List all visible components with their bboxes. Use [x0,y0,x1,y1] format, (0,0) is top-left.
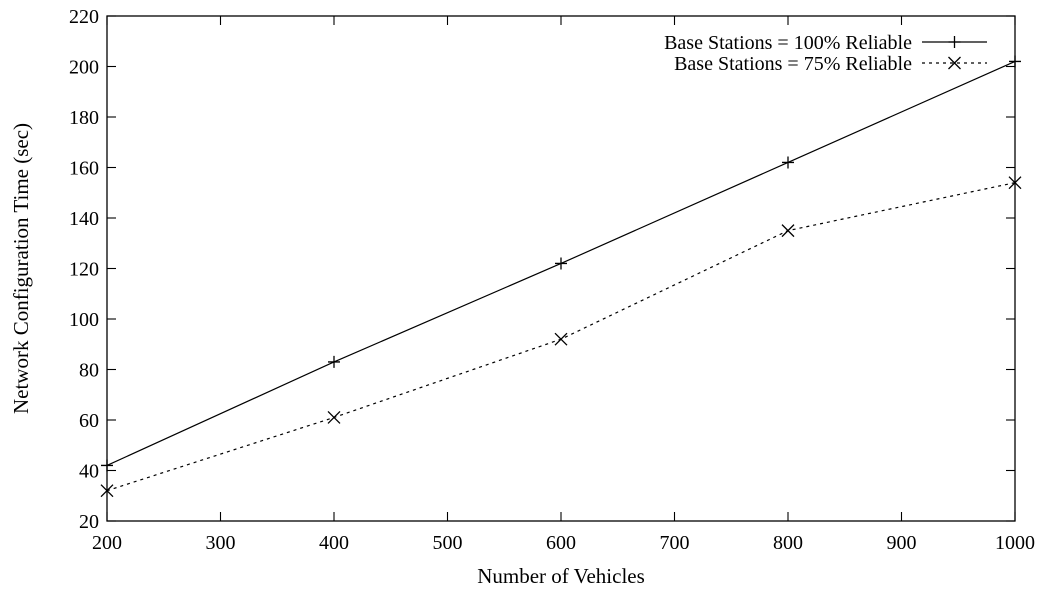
y-tick-label: 80 [79,360,99,382]
data-point-cross [327,411,341,424]
data-point-plus [782,156,794,169]
y-tick-label: 60 [79,410,99,432]
x-tick-label: 600 [546,532,576,554]
x-tick-label: 900 [887,532,917,554]
legend-label: Base Stations = 75% Reliable [674,53,912,75]
y-tick-label: 160 [69,158,99,180]
x-axis-ticks: 200 300 400 500 600 700 800 900 1000 [92,16,1035,554]
y-tick-label: 220 [69,6,99,28]
y-tick-label: 140 [69,208,99,230]
x-tick-label: 1000 [995,532,1035,554]
x-tick-label: 300 [206,532,236,554]
legend-marker [948,56,961,70]
data-point-cross [554,332,568,346]
x-tick-label: 800 [773,532,803,554]
y-tick-label: 200 [69,57,99,79]
x-tick-label: 400 [319,532,349,554]
legend-marker [948,36,961,48]
data-point-plus [555,257,567,270]
series-2 [100,176,1022,498]
data-point-plus [328,355,340,368]
y-axis-label: Network Configuration Time (sec) [9,123,33,414]
y-axis-ticks: 20 40 60 80 100 120 140 160 180 200 220 [69,6,1015,533]
y-tick-label: 40 [79,461,99,483]
x-axis-label: Number of Vehicles [477,564,645,588]
y-tick-label: 100 [69,309,99,331]
series-1 [101,55,1021,472]
plot-area-frame [106,15,1016,522]
series-line [106,182,1016,492]
y-tick-label: 180 [69,107,99,129]
legend-label: Base Stations = 100% Reliable [664,32,912,54]
x-tick-label: 700 [660,532,690,554]
series-layer [100,55,1022,498]
y-tick-label: 120 [69,259,99,281]
y-tick-label: 20 [79,511,99,533]
data-point-cross [781,224,795,238]
x-tick-label: 500 [433,532,463,554]
x-tick-label: 200 [92,532,122,554]
